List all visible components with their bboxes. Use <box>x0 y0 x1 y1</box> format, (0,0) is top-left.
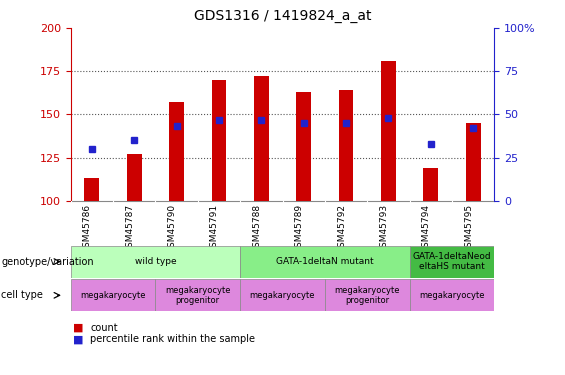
Text: GSM45786: GSM45786 <box>83 204 92 253</box>
Text: GSM45791: GSM45791 <box>210 204 219 253</box>
Text: cell type: cell type <box>1 290 43 300</box>
Text: megakaryocyte: megakaryocyte <box>80 291 146 300</box>
Bar <box>127 154 142 201</box>
Text: GSM45788: GSM45788 <box>253 204 261 253</box>
Text: wild type: wild type <box>134 257 176 266</box>
Bar <box>211 80 227 201</box>
Bar <box>423 168 438 201</box>
Text: GATA-1deltaN mutant: GATA-1deltaN mutant <box>276 257 373 266</box>
Bar <box>71 246 240 278</box>
Text: GATA-1deltaNeod
eltaHS mutant: GATA-1deltaNeod eltaHS mutant <box>412 252 492 271</box>
Bar <box>325 279 410 311</box>
Text: GSM45787: GSM45787 <box>125 204 134 253</box>
Text: GSM45789: GSM45789 <box>295 204 304 253</box>
Text: GSM45795: GSM45795 <box>464 204 473 253</box>
Text: genotype/variation: genotype/variation <box>1 256 94 267</box>
Bar <box>338 90 354 201</box>
Text: count: count <box>90 323 118 333</box>
Text: GSM45792: GSM45792 <box>337 204 346 253</box>
Text: GSM45794: GSM45794 <box>422 204 431 253</box>
Bar <box>410 246 494 278</box>
Bar <box>296 92 311 201</box>
Text: megakaryocyte
progenitor: megakaryocyte progenitor <box>165 286 231 305</box>
Text: megakaryocyte
progenitor: megakaryocyte progenitor <box>334 286 400 305</box>
Bar <box>410 279 494 311</box>
Text: GSM45790: GSM45790 <box>168 204 176 253</box>
Bar <box>240 246 410 278</box>
Bar <box>466 123 481 201</box>
Text: GSM45793: GSM45793 <box>380 204 389 253</box>
Text: GDS1316 / 1419824_a_at: GDS1316 / 1419824_a_at <box>194 9 371 23</box>
Text: ■: ■ <box>73 323 84 333</box>
Bar <box>240 279 325 311</box>
Bar <box>381 61 396 201</box>
Text: percentile rank within the sample: percentile rank within the sample <box>90 334 255 344</box>
Bar <box>71 279 155 311</box>
Bar <box>169 102 184 201</box>
Bar <box>84 178 99 201</box>
Bar <box>155 279 240 311</box>
Text: ■: ■ <box>73 334 84 344</box>
Bar <box>254 76 269 201</box>
Text: megakaryocyte: megakaryocyte <box>419 291 485 300</box>
Text: megakaryocyte: megakaryocyte <box>250 291 315 300</box>
